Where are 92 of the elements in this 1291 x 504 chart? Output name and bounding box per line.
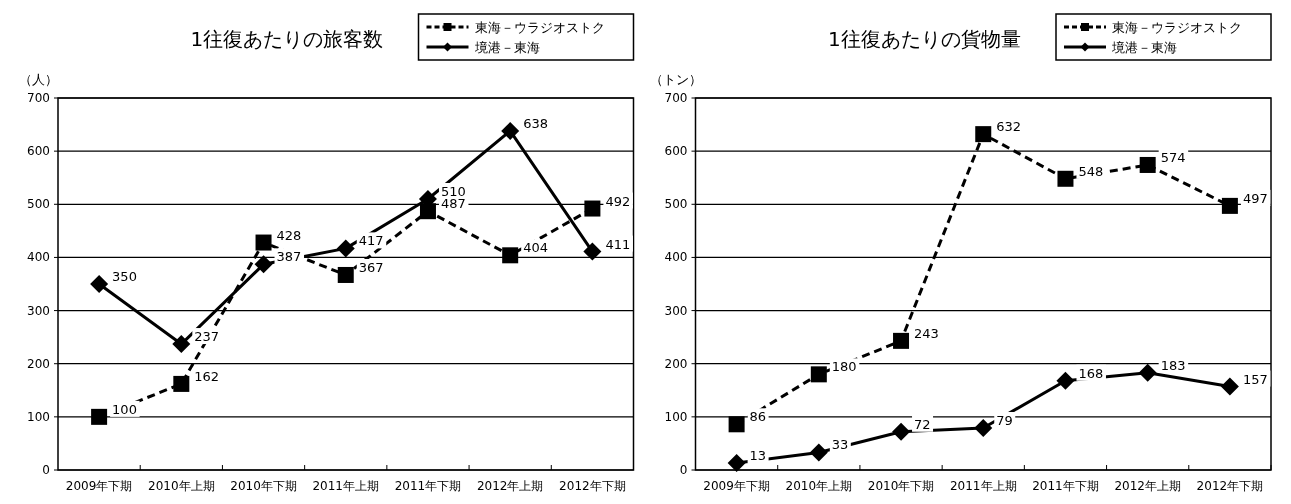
y-tick-label: 300	[664, 303, 688, 318]
y-tick-label: 200	[27, 356, 50, 371]
data-label: 237	[194, 329, 220, 345]
legend-label: 境港－東海	[1111, 40, 1177, 55]
data-label: 638	[523, 115, 549, 131]
x-tick-label: 2011年下期	[1032, 479, 1099, 493]
data-label: 492	[605, 193, 631, 209]
data-label: 497	[1242, 190, 1268, 206]
point	[1221, 197, 1238, 214]
point	[584, 200, 601, 217]
y-tick-label: 300	[27, 303, 50, 318]
point	[91, 408, 108, 425]
point	[90, 275, 109, 293]
data-label: 367	[358, 259, 384, 275]
x-tick-label: 2009年下期	[703, 479, 770, 493]
point	[336, 239, 355, 258]
point	[583, 242, 602, 261]
point	[173, 375, 190, 392]
x-tick-label: 2012年上期	[476, 479, 544, 493]
x-tick-label: 2011年上期	[949, 479, 1017, 493]
x-tick-label: 2010年下期	[230, 479, 297, 493]
y-tick-label: 600	[27, 144, 50, 159]
point	[1138, 363, 1157, 382]
data-label: 632	[996, 119, 1022, 135]
point	[727, 454, 746, 473]
point	[810, 366, 827, 383]
point	[501, 121, 520, 140]
data-label: 404	[523, 240, 549, 256]
chart-title: 1往復あたりの旅客数	[190, 27, 384, 51]
point	[254, 255, 273, 274]
point	[809, 443, 828, 462]
data-label: 510	[440, 183, 466, 199]
data-label: 13	[749, 448, 767, 464]
point	[893, 332, 910, 349]
y-tick-label: 400	[27, 250, 50, 265]
data-label: 86	[749, 409, 767, 425]
data-label: 387	[276, 249, 302, 265]
data-label: 180	[831, 359, 857, 375]
y-tick-label: 700	[27, 91, 50, 105]
data-label: 157	[1242, 371, 1268, 387]
point	[974, 419, 993, 438]
data-label: 33	[831, 437, 849, 453]
x-tick-label: 2012年下期	[559, 479, 626, 493]
data-label: 72	[914, 416, 931, 432]
data-label: 548	[1078, 163, 1104, 179]
data-label: 428	[276, 227, 302, 243]
x-tick-label: 2009年下期	[65, 479, 133, 493]
y-axis-title: （人）	[18, 72, 58, 87]
point	[1220, 377, 1239, 396]
data-label: 411	[605, 236, 631, 252]
data-label: 100	[112, 401, 137, 417]
point	[1057, 170, 1074, 187]
point	[502, 247, 519, 264]
data-label: 417	[358, 233, 384, 249]
data-label: 183	[1160, 357, 1186, 373]
point	[975, 126, 992, 143]
y-tick-label: 400	[664, 250, 688, 265]
point	[728, 416, 745, 433]
y-tick-label: 100	[664, 409, 688, 424]
point	[255, 234, 272, 251]
point	[1139, 156, 1156, 173]
y-tick-label: 500	[27, 197, 50, 212]
data-label: 79	[996, 413, 1013, 429]
x-tick-label: 2010年下期	[867, 479, 935, 493]
point	[1056, 371, 1075, 390]
y-axis-title: （トン）	[649, 72, 702, 87]
y-tick-label: 0	[679, 463, 688, 477]
legend-label: 境港－東海	[473, 40, 540, 55]
data-label: 243	[914, 325, 939, 341]
legend-label: 東海－ウラジオストク	[1112, 20, 1242, 35]
point	[172, 335, 191, 354]
y-tick-label: 0	[42, 463, 50, 477]
point	[337, 266, 354, 283]
x-tick-label: 2011年上期	[312, 479, 380, 493]
data-label: 574	[1160, 149, 1186, 165]
data-label: 350	[112, 269, 137, 284]
y-tick-label: 500	[664, 197, 688, 212]
data-label: 168	[1078, 365, 1104, 381]
legend-label: 東海－ウラジオストク	[474, 20, 605, 35]
point	[892, 422, 911, 441]
data-label: 487	[440, 196, 466, 212]
x-tick-label: 2010年上期	[148, 479, 215, 493]
x-tick-label: 2011年下期	[394, 479, 462, 493]
chart-title: 1往復あたりの貨物量	[827, 27, 1021, 51]
data-label: 162	[194, 368, 220, 384]
y-tick-label: 100	[27, 409, 50, 424]
x-tick-label: 2010年上期	[785, 479, 853, 493]
x-tick-label: 2012年下期	[1196, 479, 1264, 493]
y-tick-label: 700	[664, 91, 688, 105]
y-tick-label: 200	[664, 356, 688, 371]
y-tick-label: 600	[664, 144, 688, 159]
x-tick-label: 2012年上期	[1114, 479, 1181, 493]
